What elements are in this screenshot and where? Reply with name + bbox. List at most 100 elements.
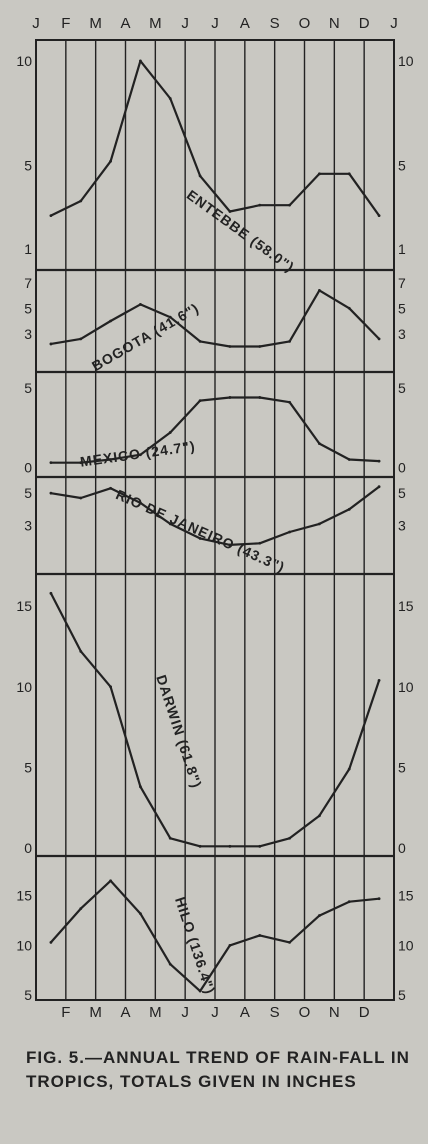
month-label-top: A	[240, 15, 250, 32]
series-line	[50, 59, 380, 217]
data-point	[139, 785, 142, 789]
series-line	[50, 396, 380, 464]
data-point	[258, 844, 262, 848]
y-tick-label-right: 10	[398, 937, 414, 953]
data-point	[109, 685, 112, 689]
y-tick-label-left: 5	[24, 380, 32, 396]
data-point	[168, 962, 172, 966]
data-point	[49, 491, 53, 495]
data-point	[228, 396, 232, 399]
figure-caption: Fig. 5.—Annual trend of rain-fall in tro…	[26, 1048, 410, 1091]
chart-frame	[35, 39, 395, 1001]
month-label-bottom: J	[181, 1004, 189, 1021]
month-label-bottom: N	[329, 1004, 340, 1021]
data-point	[377, 678, 381, 682]
data-point	[109, 458, 112, 461]
data-point	[79, 496, 83, 500]
month-label-top: M	[149, 15, 162, 32]
data-point	[79, 199, 83, 203]
data-point	[198, 174, 202, 178]
y-tick-label-left: 7	[24, 275, 32, 291]
data-point	[258, 541, 262, 545]
y-tick-label-right: 15	[398, 888, 414, 904]
data-point	[198, 537, 202, 540]
station-label: DARWIN (61.8")	[153, 673, 205, 791]
data-point	[228, 345, 232, 348]
month-label-top: O	[299, 15, 311, 32]
y-tick-label-left: 10	[16, 53, 32, 69]
data-point	[49, 214, 53, 218]
data-point	[168, 522, 172, 526]
y-tick-label-left: 10	[16, 679, 32, 695]
data-point	[198, 989, 202, 993]
y-tick-label-left: 10	[16, 937, 32, 953]
data-point	[198, 340, 202, 343]
data-point	[288, 530, 291, 534]
data-point	[258, 396, 262, 399]
data-point	[109, 319, 112, 323]
month-label-bottom: A	[240, 1004, 250, 1021]
data-point	[377, 337, 381, 341]
data-point	[228, 943, 232, 947]
data-point	[198, 844, 202, 848]
month-label-bottom: M	[89, 1004, 102, 1021]
data-point	[49, 591, 53, 595]
month-gridlines	[65, 40, 365, 1000]
data-point	[49, 342, 53, 346]
y-tick-label-right: 15	[398, 598, 414, 614]
month-label-top: S	[270, 15, 280, 32]
data-point	[347, 767, 351, 771]
month-label-bottom: D	[359, 1004, 370, 1021]
y-tick-label-left: 3	[24, 518, 32, 534]
data-point	[109, 159, 112, 163]
data-point	[347, 900, 351, 904]
y-tick-label-left: 15	[16, 598, 32, 614]
data-point	[347, 172, 351, 176]
data-point	[318, 289, 321, 292]
y-tick-label-left: 5	[24, 157, 32, 173]
data-point	[109, 879, 112, 883]
month-label-top: F	[61, 15, 70, 32]
month-label-bottom: O	[299, 1004, 311, 1021]
series-line	[50, 879, 380, 993]
data-point	[288, 203, 291, 207]
y-tick-label-left: 5	[24, 987, 32, 1003]
data-point	[79, 907, 83, 911]
data-point	[258, 934, 262, 937]
y-tick-label-right: 0	[398, 459, 406, 475]
data-point	[258, 203, 262, 207]
y-tick-label-left: 0	[24, 459, 32, 475]
data-point	[49, 461, 53, 465]
data-point	[377, 459, 381, 463]
month-label-top: J	[32, 15, 40, 32]
data-point	[377, 214, 381, 218]
data-point	[318, 914, 321, 917]
data-point	[377, 897, 381, 901]
y-tick-label-right: 5	[398, 300, 406, 316]
y-tick-label-right: 7	[398, 275, 406, 291]
data-point	[288, 941, 291, 944]
month-label-top: J	[211, 15, 219, 32]
data-point	[318, 442, 321, 445]
data-point	[377, 485, 381, 489]
y-tick-label-left: 3	[24, 326, 32, 342]
data-point	[139, 303, 142, 306]
data-point	[347, 458, 351, 461]
y-tick-label-left: 5	[24, 300, 32, 316]
data-point	[49, 941, 53, 944]
month-label-top: A	[120, 15, 130, 32]
data-point	[347, 306, 351, 310]
y-tick-label-right: 0	[398, 840, 406, 856]
station-label: HILO (136.4")	[172, 895, 219, 996]
y-tick-label-right: 3	[398, 518, 406, 534]
y-tick-label-right: 5	[398, 485, 406, 501]
data-point	[168, 431, 172, 434]
month-label-bottom: J	[211, 1004, 219, 1021]
series-line	[50, 289, 380, 348]
station-label: MEXICO (24.7")	[79, 438, 196, 470]
data-point	[109, 486, 112, 490]
data-point	[318, 814, 321, 818]
data-point	[139, 912, 142, 915]
